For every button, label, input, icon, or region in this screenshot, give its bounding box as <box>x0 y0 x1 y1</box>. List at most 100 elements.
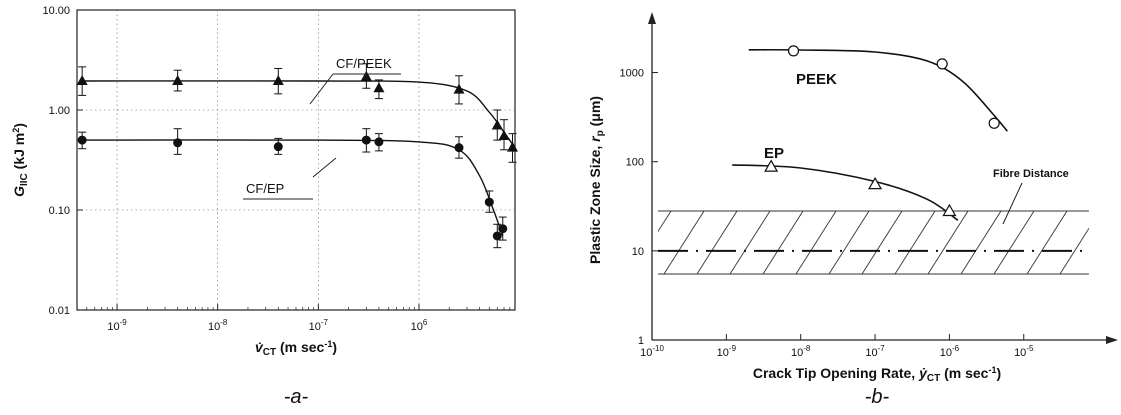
panel-a-point-circle <box>454 143 464 153</box>
panel-b-xtick-label-base: 10 <box>791 347 803 359</box>
panel-b-band-hatch-line <box>1026 210 1068 274</box>
panel-a-xtick-label-base: 10 <box>208 321 220 333</box>
panel-b-band-hatch-line <box>1059 227 1089 274</box>
panel-a-point-circle <box>273 142 283 152</box>
panel-a-xtick-label: 10-7 <box>309 318 329 333</box>
panel-a-ytick-label: 1.00 <box>49 105 70 117</box>
panel-a-ytick-label: 0.10 <box>49 205 70 217</box>
panel-b-xtick-label: 10-6 <box>940 344 960 359</box>
panel-b-band-label: Fibre Distance <box>993 168 1069 180</box>
panel-b-point-circle <box>787 45 800 57</box>
panel-a-point-triangle <box>498 129 510 140</box>
panel-a-xlabel: v̇CT (m sec-1) <box>255 339 337 358</box>
panel-b-band-hatch-line <box>658 210 672 233</box>
panel-a-point-circle <box>484 197 494 207</box>
panel-b-ylabel-sub: p <box>595 130 606 136</box>
panel-a-point-triangle <box>507 141 519 152</box>
panel-b-xtick-label-base: 10 <box>717 347 729 359</box>
panel-b-band-hatch-line <box>861 210 903 274</box>
panel-b-xtick-label: 10-10 <box>640 344 664 359</box>
panel-a-point-circle <box>498 224 508 234</box>
panel-a-point-triangle <box>453 83 465 94</box>
panel-b-xlabel-unit: (m sec <box>940 365 988 381</box>
panel-a-xtick-label-base: 10 <box>107 321 119 333</box>
panel-b-xtick-label: 10-8 <box>791 344 811 359</box>
panel-a-label-cf-ep-leader <box>312 157 337 178</box>
panel-b-x-axis-arrow <box>1106 336 1118 344</box>
panel-b-xtick-label-exp: -10 <box>652 344 664 353</box>
panel-a-point-triangle <box>76 74 88 85</box>
panel-b-xlabel-exp: -1 <box>988 365 996 375</box>
panel-a-ylabel-exp: 2 <box>11 128 21 133</box>
panel-b-ytick-label: 100 <box>626 157 644 169</box>
panel-b-ytick-label: 1 <box>638 335 644 347</box>
panel-b-series-name-peek: PEEK <box>796 71 837 88</box>
panel-a-point-triangle <box>373 82 385 93</box>
panel-b-band-hatch-line <box>762 210 804 274</box>
panel-b-point-triangle <box>868 176 883 190</box>
panel-b-fibre-band <box>598 210 1089 275</box>
panel-a-xtick-label-base: 10 <box>411 321 423 333</box>
panel-a-point-circle <box>361 135 371 145</box>
panel-b-band-hatch-line <box>960 210 1002 274</box>
panel-b-band-hatch-line <box>663 210 705 274</box>
panel-b-band-hatch <box>598 210 1089 274</box>
panel-b-point-circle <box>988 117 1000 129</box>
panel-a-ylabel-unit: (kJ m <box>11 133 27 173</box>
panel-a-series-name-cf-ep: CF/EP <box>246 181 284 196</box>
panel-a-point-circle <box>77 135 87 145</box>
panel-a-fit-line <box>82 80 516 149</box>
panel-a-xtick-label-exp: -8 <box>220 318 228 327</box>
panel-b-xtick-label-base: 10 <box>940 347 952 359</box>
panel-b-xtick-label-exp: -9 <box>729 344 737 353</box>
panel-a-xtick-label: 10-8 <box>208 318 228 333</box>
panel-a-fit-line <box>82 139 504 237</box>
panel-a-point-triangle <box>491 119 503 130</box>
panel-b-band-hatch-line <box>729 210 771 274</box>
panel-a-xtick-label: 106 <box>411 318 428 333</box>
panel-a-label-cf-ep: CF/EP <box>243 157 337 200</box>
panel-b-ylabel-unit: (μm) <box>587 96 603 130</box>
panel-a-xlabel-sub: CT <box>263 347 276 358</box>
panel-b-band-hatch-line <box>927 210 969 274</box>
panel-b-band-hatch-line <box>828 210 870 274</box>
panel-a-caption: -a- <box>284 386 309 408</box>
panel-b-ytick-label: 10 <box>632 246 644 258</box>
panel-b-xlabel-sub: CT <box>927 373 940 384</box>
panel-a-ytick-label: 0.01 <box>49 305 70 317</box>
panel-a-point-circle <box>173 138 183 148</box>
panel-a-point-triangle <box>360 70 372 81</box>
panel-b-caption: -b- <box>865 386 890 408</box>
panel-b-series <box>732 45 1008 221</box>
panel-a-point-circle <box>492 231 502 241</box>
panel-b-fit-line <box>732 164 959 221</box>
panel-b-ytick-label: 1000 <box>620 68 644 80</box>
panel-a-xlabel-exp: -1 <box>324 339 332 349</box>
panel-b-xlabel: Crack Tip Opening Rate, ẏCT (m sec-1) <box>753 365 1001 384</box>
panel-b-band-hatch-line <box>598 211 638 274</box>
panel-b-ylabel-main: Plastic Zone Size, <box>587 142 603 264</box>
panel-a-xtick-label-exp: 6 <box>423 318 428 327</box>
panel-a-ylabel-sub: IIC <box>19 173 30 186</box>
panel-a-xtick-label-base: 10 <box>309 321 321 333</box>
panel-a-xtick-label: 10-9 <box>107 318 127 333</box>
panel-b-series-name-ep: EP <box>764 145 784 162</box>
panel-b-xtick-label-exp: -5 <box>1026 344 1034 353</box>
panel-a-xtick-label-exp: -9 <box>120 318 128 327</box>
panel-a-series <box>76 63 519 249</box>
panel-b-y-axis-arrow <box>648 12 656 24</box>
panel-a-ylabel-main: G <box>11 186 27 197</box>
panel-a-plot-frame <box>76 9 516 311</box>
panel-b-xlabel-main: Crack Tip Opening Rate, <box>753 365 919 381</box>
panel-b-xlabel-sym: ẏ <box>918 365 928 381</box>
panel-b-fit-line <box>748 48 1008 132</box>
panel-b-xtick-label-exp: -8 <box>803 344 811 353</box>
panel-b-ylabel-sym: r <box>587 135 603 142</box>
panel-a-xtick-label-exp: -7 <box>321 318 329 327</box>
panel-a-ytick-label: 10.00 <box>42 5 70 17</box>
